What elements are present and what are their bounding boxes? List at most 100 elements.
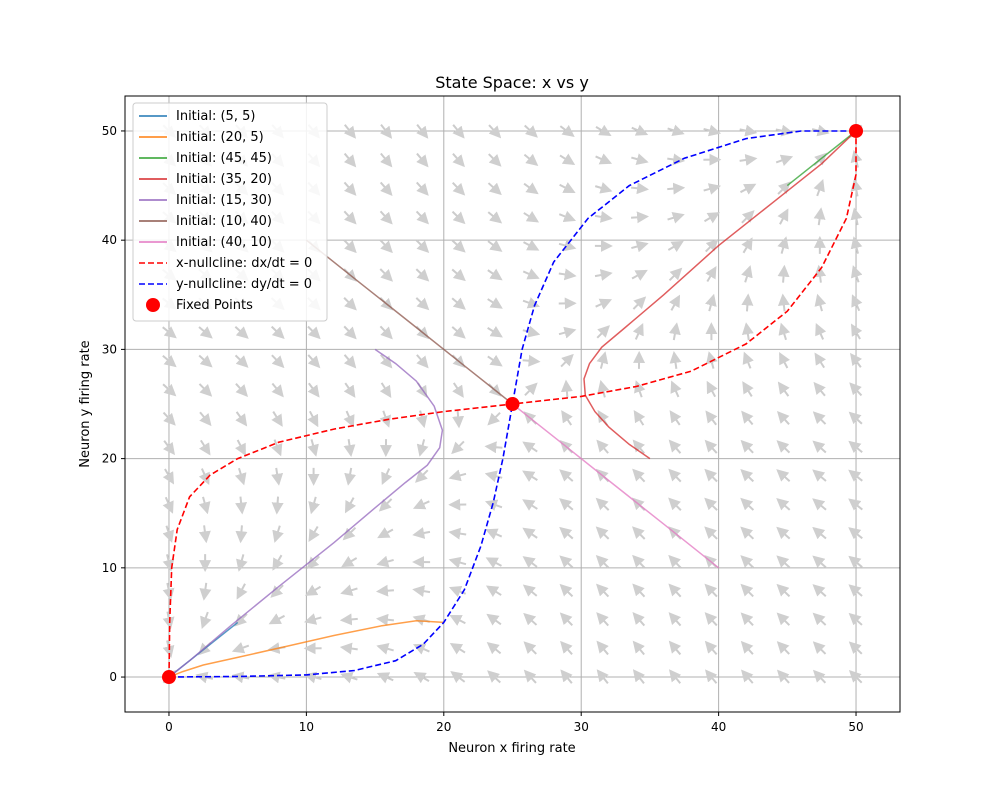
vector-arrow xyxy=(272,327,284,338)
vector-arrow xyxy=(452,269,464,279)
vector-arrow xyxy=(596,300,611,307)
fixed-point-marker xyxy=(849,124,863,138)
vector-arrow xyxy=(202,469,209,484)
vector-arrow xyxy=(670,269,681,280)
vector-arrow xyxy=(742,642,753,654)
vector-arrow xyxy=(524,155,536,165)
legend-label: Initial: (20, 5) xyxy=(176,130,264,145)
trajectory-line xyxy=(513,404,719,568)
vector-arrow xyxy=(670,585,681,597)
x-tick-label: 0 xyxy=(165,720,173,734)
vector-arrow xyxy=(704,213,718,221)
legend-label: Initial: (40, 10) xyxy=(176,235,272,250)
vector-arrow xyxy=(451,474,466,478)
vector-arrow xyxy=(343,558,357,566)
vector-arrow xyxy=(488,643,500,653)
vector-arrow xyxy=(706,585,717,597)
vector-arrow xyxy=(272,383,282,395)
vector-arrow xyxy=(778,499,790,510)
vector-arrow xyxy=(453,154,464,166)
vector-arrow xyxy=(814,614,826,625)
vector-arrow xyxy=(597,499,609,510)
legend-label: Initial: (35, 20) xyxy=(176,172,272,187)
vector-arrow xyxy=(345,383,354,396)
trajectory-line xyxy=(584,131,856,459)
vector-arrow xyxy=(561,355,572,366)
vector-arrow xyxy=(523,271,538,277)
vector-arrow xyxy=(417,355,427,367)
x-tick-label: 40 xyxy=(711,720,726,734)
vector-arrow xyxy=(742,499,754,510)
vector-arrow xyxy=(275,526,280,541)
vector-arrow xyxy=(380,269,391,280)
vector-arrow xyxy=(778,412,789,424)
vector-arrow xyxy=(345,355,355,367)
vector-arrow xyxy=(670,441,680,453)
vector-arrow xyxy=(417,211,428,223)
vector-arrow xyxy=(204,583,206,599)
vector-arrow xyxy=(488,587,502,595)
vector-arrow xyxy=(236,355,248,366)
vector-arrow xyxy=(453,441,464,452)
vector-arrow xyxy=(416,240,427,251)
vector-arrow xyxy=(778,614,789,625)
vector-arrow xyxy=(420,439,424,454)
vector-arrow xyxy=(310,526,318,540)
vector-arrow xyxy=(781,324,786,339)
vector-arrow xyxy=(595,273,611,276)
vector-arrow xyxy=(524,443,537,452)
vector-arrow xyxy=(417,154,427,166)
vector-arrow xyxy=(671,296,679,310)
vector-arrow xyxy=(704,186,719,190)
legend-marker xyxy=(146,298,160,312)
vector-arrow xyxy=(814,557,826,567)
x-axis-label: Neuron x firing rate xyxy=(448,741,575,756)
vector-arrow xyxy=(203,497,207,512)
vector-arrow xyxy=(382,383,391,396)
vector-arrow xyxy=(634,642,644,654)
vector-arrow xyxy=(667,188,683,189)
vector-arrow xyxy=(235,327,247,338)
vector-arrow xyxy=(309,383,319,396)
vector-arrow xyxy=(634,470,645,482)
x-tick-label: 50 xyxy=(848,720,863,734)
y-axis-label: Neuron y firing rate xyxy=(78,340,93,467)
vector-arrow xyxy=(487,502,502,507)
vector-arrow xyxy=(561,585,572,596)
vector-arrow xyxy=(453,183,464,195)
vector-arrow xyxy=(488,241,501,251)
vector-arrow xyxy=(706,528,717,539)
vector-arrow xyxy=(670,642,680,654)
vector-arrow xyxy=(452,298,464,308)
vector-arrow xyxy=(234,646,249,651)
vector-arrow xyxy=(631,217,647,218)
vector-arrow xyxy=(597,556,608,567)
vector-arrow xyxy=(776,157,791,162)
vector-arrow xyxy=(523,330,539,334)
vector-arrow xyxy=(236,384,247,396)
vector-arrow xyxy=(383,469,390,484)
vector-arrow xyxy=(454,383,463,396)
vector-arrow xyxy=(308,326,319,337)
vector-arrow xyxy=(601,353,605,368)
vector-arrow xyxy=(488,356,501,365)
vector-arrow xyxy=(560,185,574,192)
vector-arrow xyxy=(344,211,355,223)
vector-arrow xyxy=(668,215,683,220)
vector-arrow xyxy=(743,383,751,397)
vector-arrow xyxy=(559,330,574,334)
vector-arrow xyxy=(381,154,391,166)
vector-arrow xyxy=(381,182,392,194)
vector-arrow xyxy=(524,242,538,250)
vector-arrow xyxy=(740,185,754,192)
vector-arrow xyxy=(488,183,500,194)
vector-arrow xyxy=(668,242,682,250)
vector-arrow xyxy=(199,384,210,395)
vector-arrow xyxy=(379,529,393,537)
vector-arrow xyxy=(276,468,279,484)
vector-arrow xyxy=(780,354,787,368)
vector-arrow xyxy=(273,555,281,569)
vector-arrow xyxy=(344,298,355,309)
vector-arrow xyxy=(306,617,321,621)
vector-arrow xyxy=(561,642,572,654)
